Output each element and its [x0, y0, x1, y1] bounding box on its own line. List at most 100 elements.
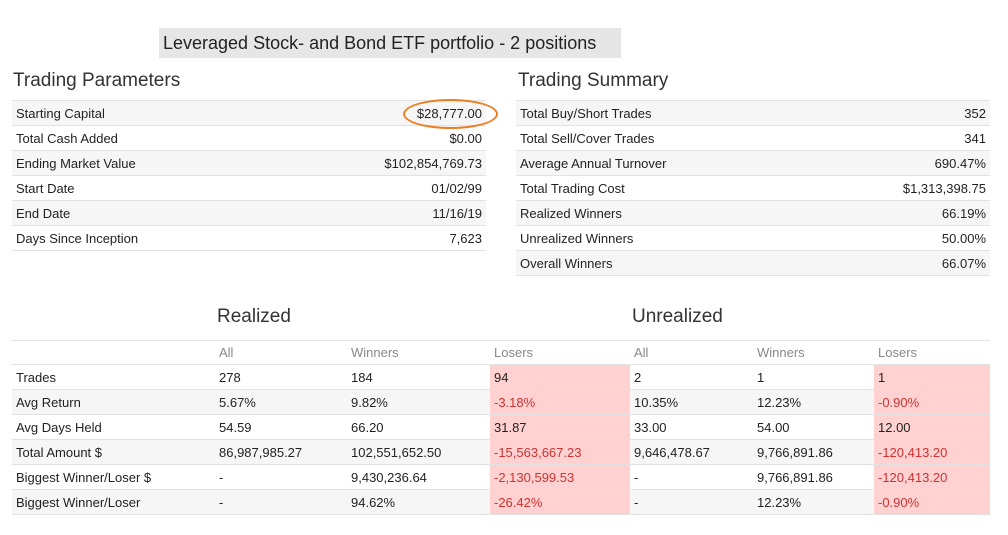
table-cell: 12.23% [753, 489, 874, 515]
table-row: Avg Return 5.67% 9.82% -3.18% 10.35% 12.… [12, 389, 990, 415]
table-cell: 12.23% [753, 389, 874, 415]
table-cell: 9,766,891.86 [753, 439, 874, 465]
column-header: All [630, 340, 753, 365]
param-label: Total Cash Added [12, 125, 262, 151]
table-cell: 9.82% [347, 389, 490, 415]
summary-label: Total Sell/Cover Trades [516, 125, 766, 151]
summary-value: 690.47% [766, 150, 990, 176]
table-row: Biggest Winner/Loser $ - 9,430,236.64 -2… [12, 464, 990, 490]
summary-label: Unrealized Winners [516, 225, 766, 251]
loser-cell: -15,563,667.23 [490, 439, 630, 465]
column-header: Winners [753, 340, 874, 365]
loser-cell: 94 [490, 364, 630, 390]
table-row: Total Amount $ 86,987,985.27 102,551,652… [12, 439, 990, 465]
summary-label: Overall Winners [516, 250, 766, 276]
loser-cell: -120,413.20 [874, 439, 990, 465]
param-label: Ending Market Value [12, 150, 262, 176]
loser-cell: -3.18% [490, 389, 630, 415]
table-cell: - [215, 489, 347, 515]
table-row: Avg Days Held 54.59 66.20 31.87 33.00 54… [12, 414, 990, 440]
row-label: Biggest Winner/Loser [12, 489, 215, 515]
param-value: $0.00 [262, 125, 486, 151]
table-row: Total Cash Added $0.00 [12, 125, 486, 151]
summary-label: Average Annual Turnover [516, 150, 766, 176]
realized-title: Realized [217, 306, 291, 327]
table-cell: 54.00 [753, 414, 874, 440]
table-cell: 86,987,985.27 [215, 439, 347, 465]
param-label: Start Date [12, 175, 262, 201]
table-row: Unrealized Winners 50.00% [516, 225, 990, 251]
row-label: Avg Return [12, 389, 215, 415]
summary-value: $1,313,398.75 [766, 175, 990, 201]
summary-label: Realized Winners [516, 200, 766, 226]
summary-label: Total Trading Cost [516, 175, 766, 201]
row-label: Avg Days Held [12, 414, 215, 440]
column-header: Winners [347, 340, 490, 365]
table-cell: 66.20 [347, 414, 490, 440]
table-cell: 94.62% [347, 489, 490, 515]
table-row: Ending Market Value $102,854,769.73 [12, 150, 486, 176]
table-row: Total Buy/Short Trades 352 [516, 100, 990, 126]
table-row: Overall Winners 66.07% [516, 250, 990, 276]
table-cell: 2 [630, 364, 753, 390]
trading-summary-table: Total Buy/Short Trades 352 Total Sell/Co… [516, 100, 990, 276]
page-banner: Leveraged Stock- and Bond ETF portfolio … [159, 28, 621, 58]
loser-cell: 1 [874, 364, 990, 390]
table-cell: 278 [215, 364, 347, 390]
table-cell: 5.67% [215, 389, 347, 415]
table-cell: 54.59 [215, 414, 347, 440]
table-cell: - [630, 464, 753, 490]
trading-summary-title: Trading Summary [518, 70, 669, 91]
loser-cell: -0.90% [874, 489, 990, 515]
table-header-row: All Winners Losers All Winners Losers [12, 340, 990, 365]
summary-value: 50.00% [766, 225, 990, 251]
loser-cell: -2,130,599.53 [490, 464, 630, 490]
loser-cell: -120,413.20 [874, 464, 990, 490]
table-row: Biggest Winner/Loser - 94.62% -26.42% - … [12, 489, 990, 515]
trading-parameters-title: Trading Parameters [13, 70, 181, 91]
loser-cell: -26.42% [490, 489, 630, 515]
summary-value: 66.19% [766, 200, 990, 226]
column-header: Losers [874, 340, 990, 365]
param-label: Starting Capital [12, 100, 262, 126]
row-label: Trades [12, 364, 215, 390]
param-value: $102,854,769.73 [262, 150, 486, 176]
param-value: 01/02/99 [262, 175, 486, 201]
table-cell: 9,766,891.86 [753, 464, 874, 490]
highlight-oval [403, 99, 498, 129]
loser-cell: -0.90% [874, 389, 990, 415]
summary-value: 352 [766, 100, 990, 126]
table-cell: - [630, 489, 753, 515]
column-header: All [215, 340, 347, 365]
table-cell: 102,551,652.50 [347, 439, 490, 465]
param-value: 11/16/19 [262, 200, 486, 226]
table-row: Realized Winners 66.19% [516, 200, 990, 226]
loser-cell: 31.87 [490, 414, 630, 440]
row-label: Biggest Winner/Loser $ [12, 464, 215, 490]
table-cell: 9,430,236.64 [347, 464, 490, 490]
table-row: Total Sell/Cover Trades 341 [516, 125, 990, 151]
unrealized-title: Unrealized [632, 306, 723, 327]
table-row: Average Annual Turnover 690.47% [516, 150, 990, 176]
table-row: Days Since Inception 7,623 [12, 225, 486, 251]
table-cell: - [215, 464, 347, 490]
summary-value: 66.07% [766, 250, 990, 276]
table-cell: 184 [347, 364, 490, 390]
trade-stats-table: All Winners Losers All Winners Losers Tr… [12, 340, 990, 515]
param-label: Days Since Inception [12, 225, 262, 251]
table-row: Start Date 01/02/99 [12, 175, 486, 201]
loser-cell: 12.00 [874, 414, 990, 440]
summary-label: Total Buy/Short Trades [516, 100, 766, 126]
param-label: End Date [12, 200, 262, 226]
table-cell: 1 [753, 364, 874, 390]
table-cell: 33.00 [630, 414, 753, 440]
table-cell: 9,646,478.67 [630, 439, 753, 465]
table-row: Total Trading Cost $1,313,398.75 [516, 175, 990, 201]
column-header: Losers [490, 340, 630, 365]
column-header-blank [12, 340, 215, 365]
table-row: Trades 278 184 94 2 1 1 [12, 364, 990, 390]
row-label: Total Amount $ [12, 439, 215, 465]
table-row: End Date 11/16/19 [12, 200, 486, 226]
summary-value: 341 [766, 125, 990, 151]
table-cell: 10.35% [630, 389, 753, 415]
